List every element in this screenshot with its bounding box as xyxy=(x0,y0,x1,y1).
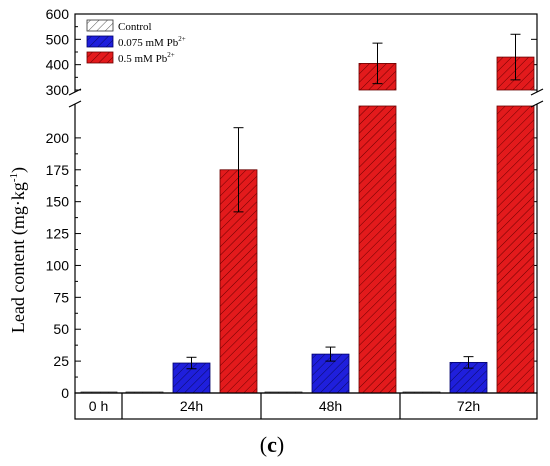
axis-break-mark xyxy=(530,88,544,96)
legend-entry: Control xyxy=(118,21,152,33)
y-axis-label-sup: -1 xyxy=(8,173,20,182)
legend-swatch xyxy=(86,19,114,32)
category-label: 0 h xyxy=(89,398,108,414)
y-tick-label: 75 xyxy=(53,289,69,305)
y-tick-label: 125 xyxy=(46,226,70,242)
legend-entry: 0.075 mM Pb2+ xyxy=(118,35,186,49)
axis-break-band xyxy=(73,92,539,104)
y-tick-label: 50 xyxy=(53,321,69,337)
axis-break-mark xyxy=(530,100,544,108)
plot-frame xyxy=(74,13,538,394)
y-tick-label: 25 xyxy=(53,353,69,369)
y-tick-label: 150 xyxy=(46,194,70,210)
category-label: 72h xyxy=(457,398,480,414)
category-label: 24h xyxy=(180,398,203,414)
y-tick-label: 200 xyxy=(46,130,70,146)
legend-swatch xyxy=(86,35,114,48)
category-table xyxy=(74,392,538,420)
category-label: 48h xyxy=(319,398,342,414)
bar-lower-segment xyxy=(358,105,397,394)
legend-swatch xyxy=(86,51,114,64)
y-axis-label: Lead content (mg·kg-1) xyxy=(8,167,29,333)
y-tick-label: 0 xyxy=(61,385,69,401)
legend-entry: 0.5 mM Pb2+ xyxy=(118,51,175,65)
panel-label: (c) xyxy=(260,432,284,457)
bar xyxy=(311,353,350,394)
axis-break-mark xyxy=(68,88,82,96)
legend: Control 0.075 mM Pb2+ 0.5 mM Pb2+ xyxy=(86,19,186,65)
axis-break-mark xyxy=(68,100,82,108)
y-tick-label: 500 xyxy=(46,31,70,47)
bar-lower-segment xyxy=(496,105,535,394)
y-axis-label-close: ) xyxy=(8,167,29,173)
y-tick-label: 175 xyxy=(46,162,70,178)
y-tick-label: 300 xyxy=(46,82,70,98)
plot-area: 0 25 50 75 100 125 150 175 200 300 400 500 600 0 h 24h… xyxy=(46,6,544,420)
y-tick-label: 600 xyxy=(46,6,70,22)
y-tick-label: 100 xyxy=(46,257,70,273)
y-tick-label: 400 xyxy=(46,57,70,73)
